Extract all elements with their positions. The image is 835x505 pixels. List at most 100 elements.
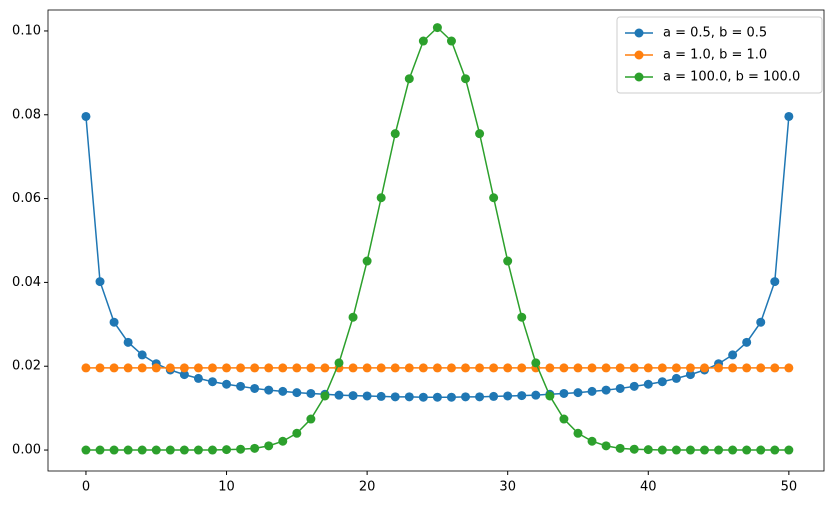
point	[165, 445, 175, 455]
point	[207, 445, 217, 455]
point	[503, 363, 513, 373]
point	[559, 388, 569, 398]
point	[193, 445, 203, 455]
point	[81, 111, 91, 121]
legend-text: a = 0.5, b = 0.5	[663, 26, 767, 41]
point	[475, 129, 485, 139]
legend-text: a = 100.0, b = 100.0	[663, 70, 800, 85]
point	[151, 445, 161, 455]
point	[587, 436, 597, 446]
point	[770, 277, 780, 287]
point	[95, 363, 105, 373]
point	[250, 383, 260, 393]
point	[461, 74, 471, 84]
series-line	[85, 116, 790, 398]
y-tick-label: 0.10	[12, 23, 41, 38]
point	[390, 392, 400, 402]
point	[137, 350, 147, 360]
point	[109, 363, 119, 373]
point	[404, 392, 414, 402]
point	[123, 337, 133, 347]
point	[292, 388, 302, 398]
point	[629, 363, 639, 373]
legend-marker	[634, 50, 644, 60]
y-tick-label: 0.04	[12, 275, 41, 290]
point	[278, 436, 288, 446]
point	[264, 441, 274, 451]
x-tick-label: 50	[781, 480, 798, 495]
point	[559, 363, 569, 373]
point	[770, 363, 780, 373]
point	[278, 386, 288, 396]
point	[489, 391, 499, 401]
point	[517, 312, 527, 322]
point	[362, 391, 372, 401]
point	[531, 390, 541, 400]
point	[320, 363, 330, 373]
point	[517, 391, 527, 401]
point	[643, 445, 653, 455]
point	[728, 445, 738, 455]
point	[615, 383, 625, 393]
legend-marker	[634, 72, 644, 82]
point	[601, 441, 611, 451]
point	[250, 363, 260, 373]
point	[503, 391, 513, 401]
point	[348, 363, 358, 373]
point	[728, 350, 738, 360]
point	[334, 358, 344, 368]
point	[306, 363, 316, 373]
point	[643, 379, 653, 389]
point	[475, 363, 485, 373]
point	[517, 363, 527, 373]
point	[446, 363, 456, 373]
point	[334, 390, 344, 400]
point	[306, 414, 316, 424]
point	[742, 363, 752, 373]
point	[264, 385, 274, 395]
point	[461, 392, 471, 402]
point	[81, 363, 91, 373]
point	[222, 379, 232, 389]
point	[432, 392, 442, 402]
point	[278, 363, 288, 373]
x-tick-label: 0	[82, 480, 90, 495]
point	[770, 445, 780, 455]
point	[165, 363, 175, 373]
point	[559, 414, 569, 424]
axes-frame	[47, 9, 825, 472]
point	[348, 312, 358, 322]
point	[728, 363, 738, 373]
point	[264, 363, 274, 373]
point	[742, 337, 752, 347]
point	[503, 256, 513, 266]
y-tick-label: 0.06	[12, 191, 41, 206]
point	[432, 23, 442, 33]
point	[756, 317, 766, 327]
point	[137, 363, 147, 373]
point	[489, 193, 499, 203]
point	[714, 445, 724, 455]
point	[685, 370, 695, 380]
point	[573, 363, 583, 373]
point	[306, 388, 316, 398]
x-tick-label: 10	[218, 480, 235, 495]
legend-marker	[634, 28, 644, 38]
point	[671, 373, 681, 383]
point	[531, 358, 541, 368]
point	[643, 363, 653, 373]
point	[179, 370, 189, 380]
point	[446, 36, 456, 46]
point	[95, 445, 105, 455]
point	[193, 363, 203, 373]
point	[376, 363, 386, 373]
point	[587, 386, 597, 396]
point	[657, 377, 667, 387]
point	[123, 363, 133, 373]
point	[756, 363, 766, 373]
point	[236, 444, 246, 454]
point	[671, 445, 681, 455]
point	[489, 363, 499, 373]
point	[151, 363, 161, 373]
point	[179, 445, 189, 455]
